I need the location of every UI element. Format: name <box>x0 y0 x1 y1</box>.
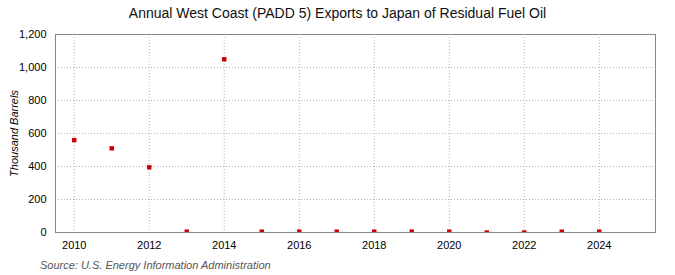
svg-text:2018: 2018 <box>362 239 386 251</box>
svg-text:Thousand Barrels: Thousand Barrels <box>8 90 20 177</box>
svg-text:200: 200 <box>28 193 46 205</box>
svg-text:0: 0 <box>40 226 46 238</box>
svg-text:2024: 2024 <box>587 239 611 251</box>
svg-text:400: 400 <box>28 160 46 172</box>
svg-text:800: 800 <box>28 94 46 106</box>
svg-text:2016: 2016 <box>287 239 311 251</box>
svg-text:2020: 2020 <box>437 239 461 251</box>
svg-text:2012: 2012 <box>137 239 161 251</box>
svg-text:2022: 2022 <box>512 239 536 251</box>
svg-text:2010: 2010 <box>62 239 86 251</box>
svg-text:1,200: 1,200 <box>19 28 47 40</box>
svg-text:2014: 2014 <box>212 239 236 251</box>
svg-text:600: 600 <box>28 127 46 139</box>
html-text:Source: U.S. Energy Informatio: Source: U.S. Energy Information Administ… <box>40 259 271 271</box>
svg-text:1,000: 1,000 <box>19 61 47 73</box>
html-text:Annual West Coast (PADD 5) Exp: Annual West Coast (PADD 5) Exports to Ja… <box>128 5 547 21</box>
